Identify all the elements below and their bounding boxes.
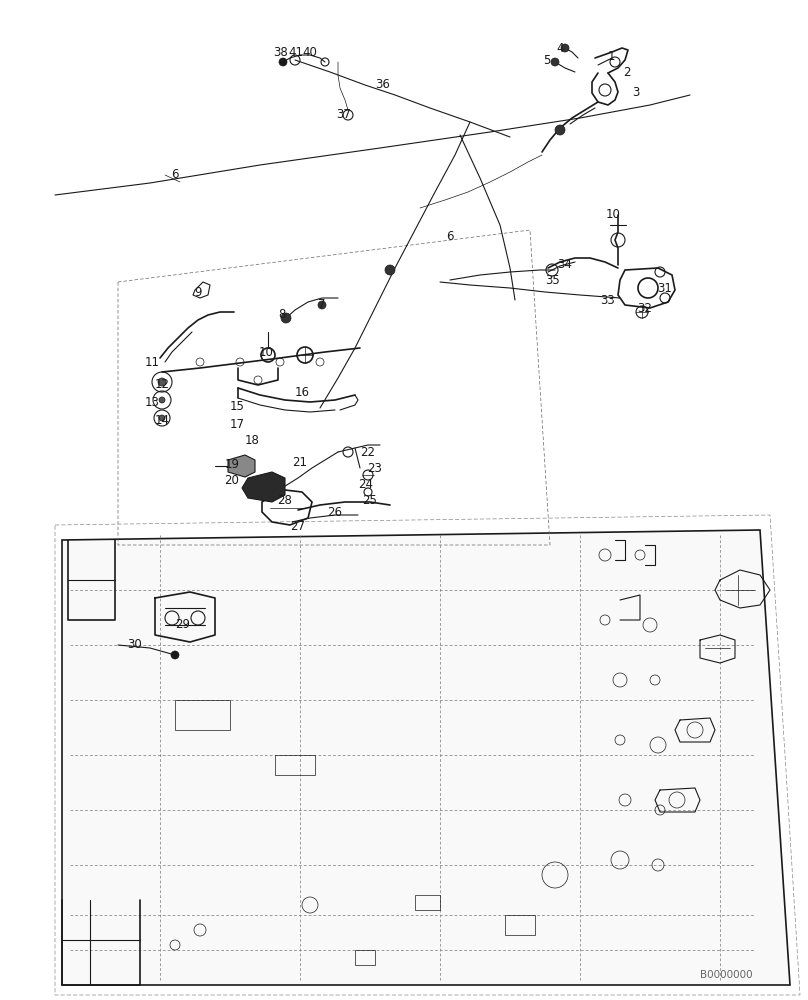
Text: 7: 7 <box>318 298 326 312</box>
Circle shape <box>171 651 179 659</box>
Text: 3: 3 <box>633 86 640 99</box>
Polygon shape <box>62 530 790 985</box>
Text: 35: 35 <box>545 273 561 286</box>
Text: 32: 32 <box>638 302 652 314</box>
Circle shape <box>318 301 326 309</box>
Text: 8: 8 <box>278 308 286 322</box>
Text: 17: 17 <box>229 418 245 432</box>
Text: 13: 13 <box>145 396 159 410</box>
Text: 34: 34 <box>558 258 572 271</box>
Circle shape <box>159 415 165 421</box>
Bar <box>355 950 375 965</box>
Text: 1: 1 <box>608 50 615 64</box>
Text: 20: 20 <box>225 474 239 487</box>
Text: 15: 15 <box>229 400 245 414</box>
Text: 23: 23 <box>368 462 382 475</box>
Text: 19: 19 <box>225 458 239 472</box>
Text: 27: 27 <box>291 520 305 534</box>
Text: B0000000: B0000000 <box>700 970 752 980</box>
Circle shape <box>279 58 287 66</box>
Text: 14: 14 <box>154 414 170 426</box>
Text: 36: 36 <box>376 79 390 92</box>
Circle shape <box>159 397 165 403</box>
Text: 28: 28 <box>278 493 292 506</box>
Text: 41: 41 <box>288 46 304 60</box>
Text: 9: 9 <box>194 286 202 298</box>
Bar <box>415 895 440 910</box>
Polygon shape <box>228 455 255 477</box>
Text: 31: 31 <box>658 282 672 294</box>
Text: 22: 22 <box>360 446 376 460</box>
Text: 21: 21 <box>292 456 308 468</box>
Text: 2: 2 <box>623 66 631 80</box>
Text: 38: 38 <box>274 46 288 60</box>
Circle shape <box>551 58 559 66</box>
Circle shape <box>555 125 565 135</box>
Polygon shape <box>242 472 285 502</box>
Text: 16: 16 <box>294 385 309 398</box>
Text: 40: 40 <box>302 46 318 60</box>
Circle shape <box>158 378 166 386</box>
Circle shape <box>561 44 569 52</box>
Bar <box>505 915 535 935</box>
Text: 30: 30 <box>128 639 142 652</box>
Bar <box>175 700 230 730</box>
Text: 10: 10 <box>605 209 621 222</box>
Circle shape <box>385 265 395 275</box>
Text: 24: 24 <box>359 479 373 491</box>
Circle shape <box>281 313 291 323</box>
Text: 33: 33 <box>600 294 616 306</box>
Bar <box>275 755 315 775</box>
Text: 12: 12 <box>154 378 170 391</box>
Text: 25: 25 <box>363 493 377 506</box>
Text: 29: 29 <box>175 618 191 632</box>
Text: 6: 6 <box>171 168 179 182</box>
Text: 11: 11 <box>145 357 159 369</box>
Text: 4: 4 <box>556 41 564 54</box>
Text: 37: 37 <box>337 108 351 121</box>
Text: 26: 26 <box>327 506 343 520</box>
Text: 5: 5 <box>543 53 551 66</box>
Text: 10: 10 <box>259 346 273 359</box>
Text: 18: 18 <box>245 434 259 446</box>
Text: 6: 6 <box>446 231 454 243</box>
